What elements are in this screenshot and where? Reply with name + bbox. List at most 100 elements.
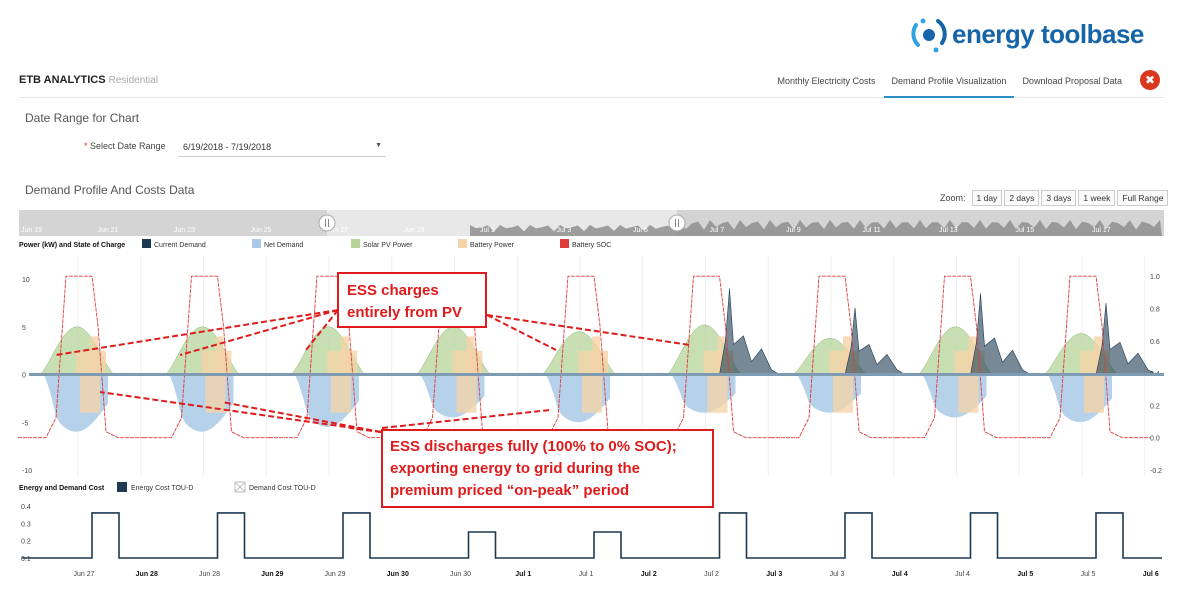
- navigator-tick-label: Jul 15: [1016, 227, 1035, 234]
- arrow-line: [55, 309, 339, 356]
- close-button[interactable]: ✖: [1140, 70, 1160, 90]
- legend-swatch: [560, 239, 569, 248]
- y-tick-label: 10: [22, 277, 30, 284]
- date-range-title: Date Range for Chart: [25, 111, 140, 125]
- arrow-line: [99, 391, 382, 433]
- y-tick-label: 0.1: [21, 556, 31, 563]
- callout-arrows: [55, 309, 691, 433]
- current-demand-area: [1095, 302, 1158, 375]
- logo-text: energy toolbase: [952, 18, 1144, 49]
- date-range-label-text: Select Date Range: [90, 141, 166, 151]
- arrow-line: [221, 401, 382, 433]
- battery-soc-line: [896, 275, 1025, 439]
- x-tick-label: Jul 3: [830, 571, 845, 578]
- battery-discharge-area: [205, 374, 226, 413]
- zoom-3-days-button[interactable]: 3 days: [1041, 190, 1077, 206]
- battery-charge-area: [466, 336, 475, 375]
- x-tick-label: Jun 30: [387, 571, 409, 578]
- brand-sub: Residential: [108, 75, 159, 86]
- callout-charge-line: entirely from PV: [347, 304, 463, 321]
- cost-chart-title: Energy and Demand Cost: [19, 485, 105, 492]
- navigator-tick-label: Jul 7: [710, 227, 725, 234]
- logo-mark-icon: [908, 13, 950, 55]
- x-tick-label: Jul 2: [641, 571, 657, 578]
- tab-demand-profile-visualization[interactable]: Demand Profile Visualization: [883, 66, 1015, 98]
- y-tick-label: -5: [22, 420, 28, 427]
- cost-plot: 0.4 0.3 0.2 0.1 Jun 27 Jun 28 Jun 28 Jun 29 Jun …: [21, 504, 1162, 578]
- callout-discharge-line: exporting energy to grid during the: [390, 460, 641, 477]
- zoom-1-week-button[interactable]: 1 week: [1078, 190, 1116, 206]
- arrow-line: [486, 314, 691, 346]
- y2-tick-label: 0.8: [1150, 306, 1160, 313]
- arrow-line: [486, 314, 557, 351]
- zoom-2-days-button[interactable]: 2 days: [1004, 190, 1040, 206]
- legend-swatch: [458, 239, 467, 248]
- y-tick-label: 5: [22, 325, 26, 332]
- y2-tick-label: -0.2: [1150, 468, 1162, 475]
- battery-soc-line: [143, 275, 272, 439]
- legend-label: Energy Cost TOU-D: [131, 485, 193, 492]
- navigator-tick-label: Jul 11: [863, 227, 881, 234]
- cost-legend: Energy and Demand Cost Energy Cost TOU-D D…: [19, 481, 316, 493]
- battery-discharge-area: [582, 374, 602, 413]
- x-tick-label: Jul 5: [1081, 571, 1096, 578]
- battery-charge-area: [90, 336, 98, 375]
- arrow-line: [179, 309, 339, 356]
- legend-label: Solar PV Power: [363, 242, 413, 249]
- legend-label: Battery SOC: [572, 242, 611, 249]
- x-tick-label: Jun 28: [136, 571, 158, 578]
- x-tick-label: Jun 29: [324, 571, 345, 578]
- y2-tick-label: 0.6: [1150, 339, 1160, 346]
- y-tick-label: -10: [22, 468, 32, 475]
- battery-charge-area: [717, 336, 726, 375]
- y-tick-label: 0.3: [21, 521, 31, 528]
- current-demand-area: [719, 288, 781, 375]
- x-tick-label: Jul 3: [766, 571, 782, 578]
- legend-swatch: [351, 239, 360, 248]
- navigator-handle: [668, 214, 686, 232]
- chevron-down-icon: ▼: [375, 142, 382, 149]
- navigator-handle: [318, 214, 336, 232]
- x-tick-label: Jul 4: [955, 571, 970, 578]
- battery-discharge-area: [331, 374, 351, 413]
- legend-swatch: [142, 239, 151, 248]
- x-tick-label: Jul 1: [515, 571, 531, 578]
- arrow-line: [349, 427, 382, 433]
- callout-charge: ESS charges entirely from PV: [337, 272, 487, 328]
- zoom-full-range-button[interactable]: Full Range: [1117, 190, 1169, 206]
- current-demand-area: [970, 293, 1032, 375]
- battery-discharge-area: [80, 374, 100, 413]
- tab-download-proposal-data[interactable]: Download Proposal Data: [1022, 76, 1122, 86]
- x-tick-label: Jul 2: [704, 571, 719, 578]
- battery-discharge-area: [833, 374, 853, 413]
- legend-label: Net Demand: [264, 242, 303, 249]
- battery-discharge-area: [707, 374, 728, 413]
- legend-swatch: [252, 239, 261, 248]
- zoom-controls: Zoom: 1 day 2 days 3 days 1 week Full Ra…: [940, 190, 1169, 206]
- callout-discharge-line: ESS discharges fully (100% to 0% SOC);: [390, 438, 677, 455]
- navigator-tick-label: Jul 17: [1092, 227, 1111, 234]
- battery-charge-area: [968, 336, 977, 375]
- y-tick-label: 0.2: [21, 539, 31, 546]
- x-tick-label: Jun 30: [450, 571, 471, 578]
- navigator-tick-label: Jul 3: [557, 227, 572, 234]
- range-navigator[interactable]: Jun 19 Jun 21 Jun 23 Jun 25 Jun 27 Jun 29 Jul …: [19, 210, 1164, 236]
- navigator-tick-label: Jun 29: [404, 227, 425, 234]
- battery-charge-area: [341, 336, 349, 375]
- battery-charge-area: [215, 336, 224, 375]
- zoom-1-day-button[interactable]: 1 day: [971, 190, 1003, 206]
- x-tick-label: Jun 29: [261, 571, 283, 578]
- energy-toolbase-logo: energy toolbase: [908, 12, 1144, 56]
- tab-monthly-electricity-costs[interactable]: Monthly Electricity Costs: [777, 76, 876, 86]
- legend-label: Demand Cost TOU-D: [249, 485, 316, 492]
- current-demand-area: [844, 307, 907, 375]
- navigator-tick-label: Jun 27: [327, 227, 348, 234]
- app-bar: ETB ANALYTICS Residential Monthly Electri…: [19, 66, 1164, 98]
- navigator-tick-label: Jul 1: [480, 227, 495, 234]
- battery-charge-area: [843, 336, 851, 375]
- navigator-tick-label: Jul 9: [786, 227, 801, 234]
- callout-discharge-line: premium priced “on-peak” period: [390, 482, 630, 499]
- date-range-select[interactable]: 6/19/2018 - 7/19/2018 ▼: [178, 137, 386, 157]
- callout-charge-line: ESS charges: [347, 282, 439, 299]
- x-tick-label: Jul 1: [579, 571, 594, 578]
